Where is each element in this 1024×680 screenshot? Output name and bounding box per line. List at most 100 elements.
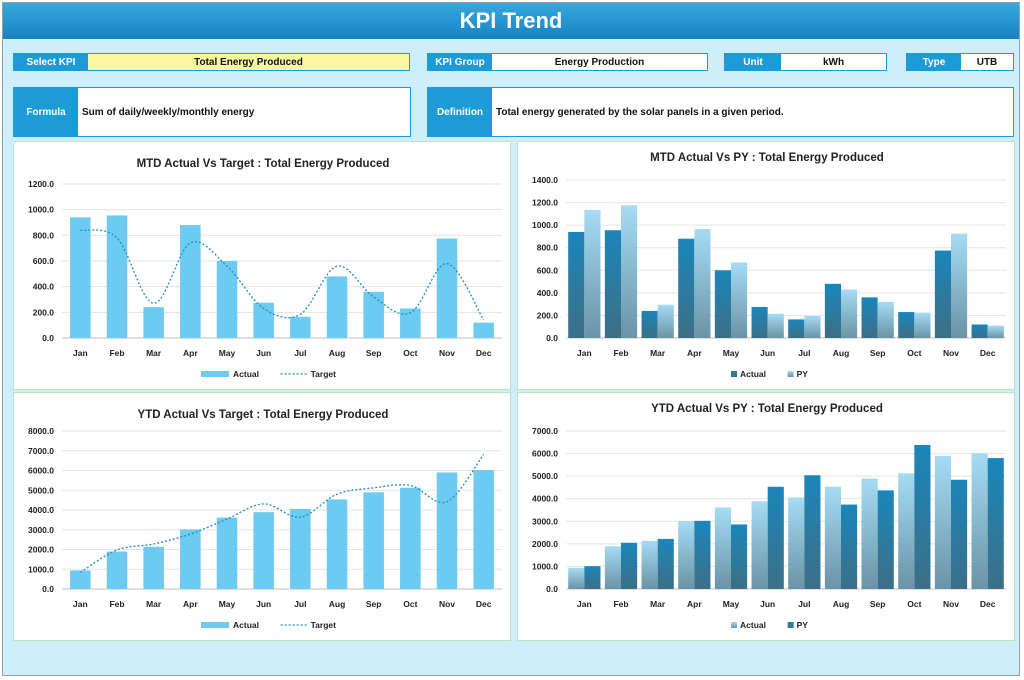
chart-title: YTD Actual Vs PY : Total Energy Produced <box>651 403 883 415</box>
bar-actual <box>363 291 384 338</box>
y-tick-label: 4000.0 <box>532 494 558 504</box>
y-tick-label: 1200.0 <box>28 179 54 189</box>
bar-py <box>767 313 784 338</box>
dashboard-panel: Select KPI Total Energy Produced KPI Gro… <box>3 39 1019 675</box>
unit-label: Unit <box>725 54 781 70</box>
bar-py <box>841 289 858 338</box>
x-tick-label: Sep <box>366 348 382 358</box>
bar-actual <box>363 492 384 589</box>
bar-py <box>767 486 784 589</box>
x-tick-label: Dec <box>980 599 996 609</box>
y-tick-label: 5000.0 <box>28 485 54 495</box>
y-tick-label: 1000.0 <box>532 220 558 230</box>
bar-actual <box>70 217 91 338</box>
bar-actual <box>824 486 841 589</box>
x-tick-label: Dec <box>476 599 492 609</box>
bar-actual <box>788 319 805 338</box>
y-tick-label: 3000.0 <box>532 516 558 526</box>
x-tick-label: Jun <box>256 599 271 609</box>
bar-actual <box>641 310 658 338</box>
x-tick-label: Apr <box>183 348 198 358</box>
x-tick-label: Mar <box>146 599 162 609</box>
bar-py <box>987 458 1004 589</box>
bar-py <box>877 490 894 589</box>
bar-py <box>731 524 748 589</box>
definition-label: Definition <box>428 88 492 136</box>
x-tick-label: Aug <box>329 599 346 609</box>
legend-swatch-py <box>787 371 794 377</box>
bar-actual <box>714 270 731 338</box>
y-tick-label: 1000.0 <box>28 205 54 215</box>
chart-ytd-actual-vs-py: YTD Actual Vs PY : Total Energy Produced… <box>517 392 1015 641</box>
x-tick-label: Jan <box>577 348 592 358</box>
bar-actual <box>143 307 164 338</box>
x-tick-label: Apr <box>183 599 198 609</box>
bar-py <box>914 444 931 589</box>
bar-actual <box>106 215 128 338</box>
legend-swatch-actual <box>731 371 737 377</box>
x-tick-label: Jul <box>798 348 810 358</box>
chart-svg: YTD Actual Vs PY : Total Energy Produced… <box>532 403 1006 630</box>
bar-py <box>951 233 968 338</box>
select-kpi-dropdown[interactable]: Total Energy Produced <box>88 54 409 70</box>
legend-label-py: PY <box>797 620 809 630</box>
unit-field: Unit kWh <box>724 53 887 71</box>
bar-actual <box>70 570 91 589</box>
bar-actual <box>253 302 274 338</box>
bar-actual <box>898 312 915 338</box>
chart-svg: YTD Actual Vs Target : Total Energy Prod… <box>28 409 502 630</box>
bar-actual <box>824 283 841 338</box>
bar-actual <box>253 512 274 589</box>
x-tick-label: Mar <box>650 348 666 358</box>
bar-actual <box>326 499 348 589</box>
bar-actual <box>641 540 658 589</box>
formula-value: Sum of daily/weekly/monthly energy <box>82 106 255 118</box>
bar-actual <box>180 225 201 338</box>
bar-actual <box>473 322 494 338</box>
bar-actual <box>751 306 768 338</box>
chart-svg: MTD Actual Vs Target : Total Energy Prod… <box>28 158 502 379</box>
x-tick-label: Jul <box>294 348 306 358</box>
legend-label-target: Target <box>311 620 337 630</box>
kpi-group-field: KPI Group Energy Production <box>427 53 708 71</box>
bar-actual <box>971 453 988 589</box>
x-tick-label: Jul <box>294 599 306 609</box>
y-tick-label: 400.0 <box>33 282 55 292</box>
type-label: Type <box>907 54 961 70</box>
type-field: Type UTB <box>906 53 1014 71</box>
y-tick-label: 600.0 <box>33 256 55 266</box>
x-tick-label: Feb <box>109 599 124 609</box>
y-tick-label: 1000.0 <box>532 561 558 571</box>
definition-box: Definition Total energy generated by the… <box>427 87 1014 137</box>
y-tick-label: 4000.0 <box>28 505 54 515</box>
bar-py <box>621 205 638 338</box>
unit-value: kWh <box>822 56 845 68</box>
y-tick-label: 6000.0 <box>28 466 54 476</box>
legend-swatch-actual <box>731 622 737 628</box>
y-tick-label: 200.0 <box>33 307 55 317</box>
formula-box: Formula Sum of daily/weekly/monthly ener… <box>13 87 411 137</box>
y-tick-label: 5000.0 <box>532 471 558 481</box>
bar-actual <box>473 470 494 589</box>
bar-py <box>987 325 1004 338</box>
x-tick-label: Sep <box>870 599 886 609</box>
bar-py <box>584 209 601 338</box>
x-tick-label: Jan <box>577 599 592 609</box>
bar-actual <box>971 324 988 338</box>
y-tick-label: 6000.0 <box>532 449 558 459</box>
legend-swatch-py <box>787 622 794 628</box>
x-tick-label: Jan <box>73 599 88 609</box>
x-tick-label: May <box>723 599 740 609</box>
bar-py <box>951 479 968 589</box>
bar-actual <box>714 507 731 589</box>
x-tick-label: Jun <box>256 348 271 358</box>
bar-actual <box>400 308 421 338</box>
bar-actual <box>604 546 621 589</box>
kpi-group-label: KPI Group <box>428 54 492 70</box>
legend-label-target: Target <box>311 369 337 379</box>
formula-label: Formula <box>14 88 78 136</box>
bar-actual <box>290 508 311 589</box>
y-tick-label: 1200.0 <box>532 198 558 208</box>
x-tick-label: Mar <box>650 599 666 609</box>
y-tick-label: 1400.0 <box>532 175 558 185</box>
